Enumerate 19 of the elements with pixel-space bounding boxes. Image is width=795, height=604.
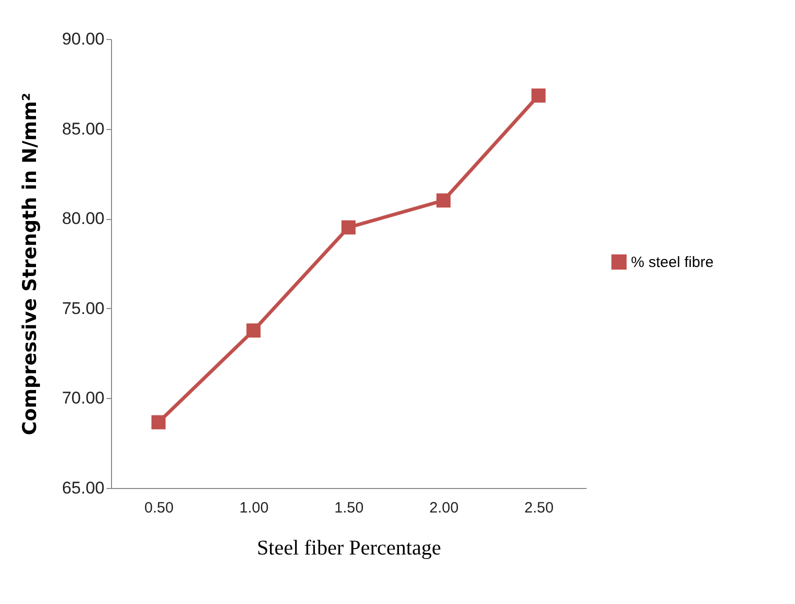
point [436, 193, 451, 208]
x-tick-label: 0.50 [144, 500, 174, 516]
x-axis-title: Steel fiber Percentage [256, 536, 442, 560]
y-tick-label: 85.00 [62, 119, 104, 138]
point [151, 415, 166, 430]
y-tick-label: 90.00 [62, 30, 104, 48]
y-tick-label: 80.00 [62, 209, 104, 228]
y-axis-title: Compressive Strength in N/mm² [18, 92, 41, 436]
x-tick-label: 1.00 [239, 500, 269, 516]
point [246, 323, 261, 338]
point [341, 220, 356, 234]
x-tick-label: 1.50 [334, 500, 364, 516]
point [531, 88, 546, 103]
x-tick-label: 2.50 [524, 500, 554, 516]
y-tick-label: 70.00 [62, 388, 104, 408]
x-tick-label: 2.00 [429, 500, 459, 516]
y-tick-label: 65.00 [62, 478, 104, 498]
legend-label: % steel fibre [631, 254, 714, 271]
y-tick-label: 75.00 [62, 298, 104, 318]
